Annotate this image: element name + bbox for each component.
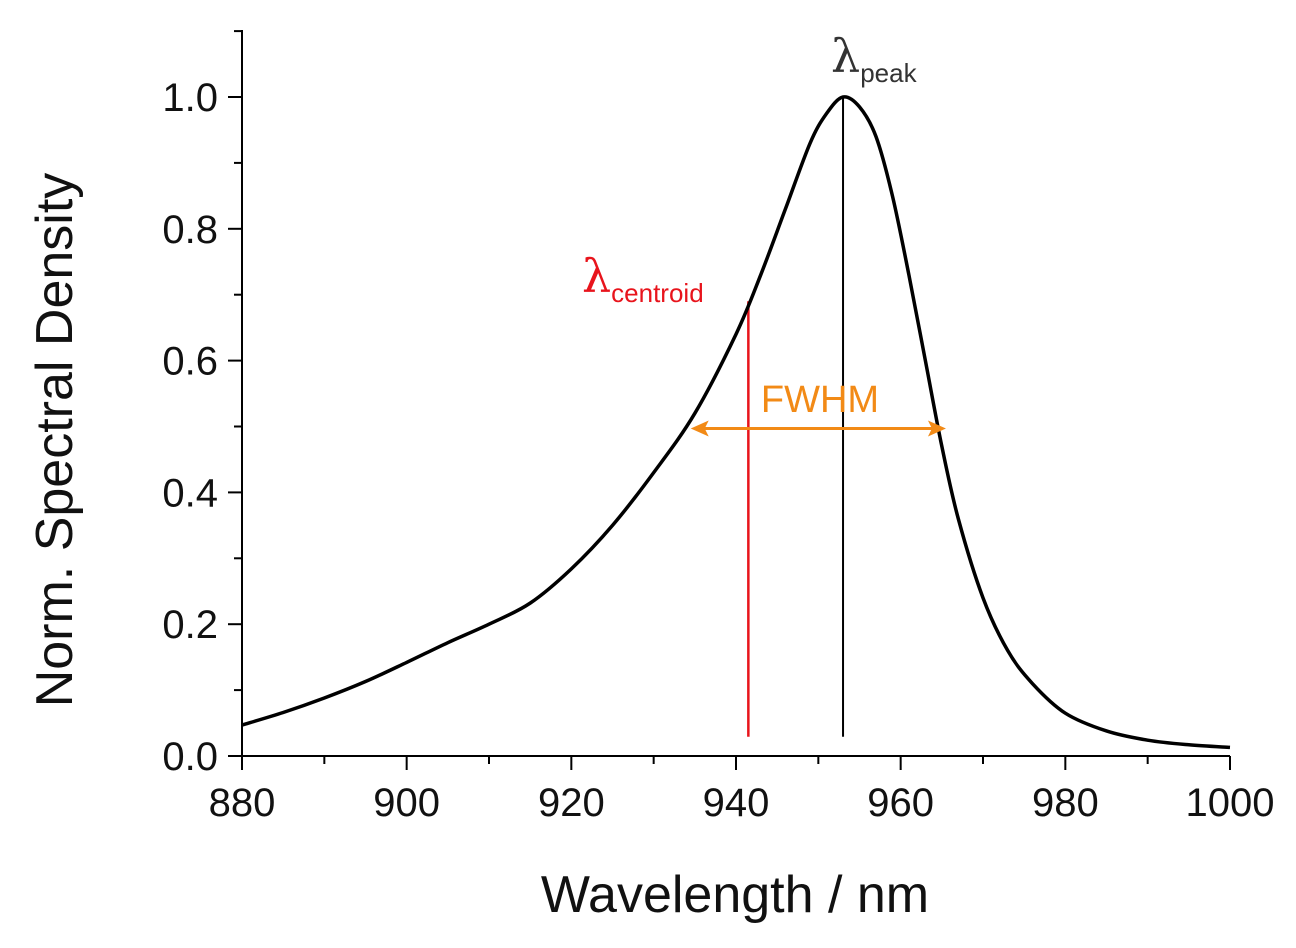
peak-lambda-symbol: λ: [831, 29, 860, 83]
x-tick-label: 880: [209, 781, 276, 825]
centroid-lambda-symbol: λ: [582, 249, 611, 303]
fwhm-arrowhead-right: [927, 420, 946, 437]
centroid-subscript: centroid: [611, 278, 704, 308]
x-axis-title: Wavelength / nm: [541, 866, 929, 924]
y-tick-label: 1.0: [162, 76, 218, 120]
y-tick-label: 0.2: [162, 603, 218, 647]
x-tick-label: 900: [373, 781, 440, 825]
y-tick-label: 0.4: [162, 471, 218, 515]
peak-subscript: peak: [860, 58, 917, 88]
fwhm-annotation: FWHM: [690, 379, 946, 437]
x-tick-label: 920: [538, 781, 605, 825]
y-axis-ticks: 0.0 0.2 0.4 0.6 0.8 1.0: [162, 30, 242, 779]
x-axis-ticks: 880 900 920 940 960 980 1000: [209, 756, 1275, 825]
peak-annotation-label: λpeak: [831, 29, 918, 88]
annotation-lines: [747, 97, 845, 737]
x-tick-label: 1000: [1186, 781, 1275, 825]
fwhm-arrowhead-left: [690, 420, 709, 437]
spectrum-curve: [241, 95, 1231, 750]
fwhm-label: FWHM: [761, 379, 879, 421]
centroid-annotation-label: λcentroid: [582, 249, 704, 308]
y-tick-label: 0.8: [162, 208, 218, 252]
x-tick-label: 940: [703, 781, 770, 825]
y-tick-label: 0.6: [162, 340, 218, 384]
x-tick-label: 960: [867, 781, 934, 825]
y-tick-label: 0.0: [162, 735, 218, 779]
y-axis-title: Norm. Spectral Density: [26, 173, 84, 708]
x-tick-label: 980: [1032, 781, 1099, 825]
